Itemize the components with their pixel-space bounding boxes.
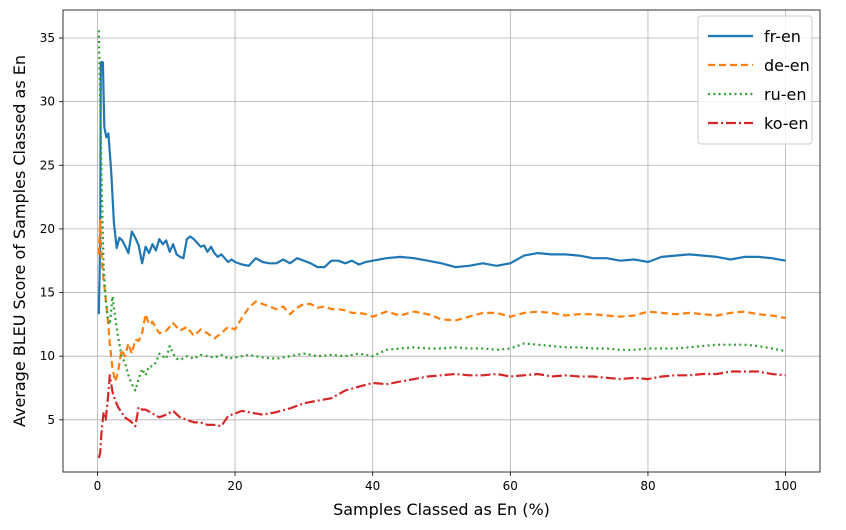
- x-tick-label: 60: [503, 479, 518, 493]
- series-line-fr-en: [97, 61, 786, 315]
- x-tick-label: 20: [227, 479, 242, 493]
- legend: fr-en de-en ru-en ko-en: [697, 15, 813, 145]
- series-line-de-en: [97, 218, 786, 383]
- x-axis-label: Samples Classed as En (%): [333, 500, 550, 519]
- legend-label-ru-en: ru-en: [764, 85, 806, 104]
- series-line-ko-en: [97, 370, 786, 459]
- y-tick-label: 25: [40, 158, 55, 172]
- ticks: 0 20 40 60 80 100 5 10 15 20 25 30 35: [40, 31, 797, 493]
- x-tick-label: 80: [640, 479, 655, 493]
- legend-box: [697, 15, 813, 145]
- y-tick-label: 10: [40, 349, 55, 363]
- legend-label-ko-en: ko-en: [764, 114, 809, 133]
- x-tick-label: 0: [94, 479, 102, 493]
- y-tick-label: 20: [40, 222, 55, 236]
- y-tick-label: 30: [40, 95, 55, 109]
- series-layer: [97, 30, 786, 459]
- legend-label-fr-en: fr-en: [764, 27, 801, 46]
- legend-label-de-en: de-en: [764, 56, 810, 75]
- series-line-ru-en: [97, 30, 786, 392]
- x-tick-label: 100: [774, 479, 797, 493]
- x-tick-label: 40: [365, 479, 380, 493]
- y-axis-label: Average BLEU Score of Samples Classed as…: [10, 55, 29, 427]
- y-tick-label: 35: [40, 31, 55, 45]
- y-tick-label: 15: [40, 286, 55, 300]
- y-tick-label: 5: [47, 413, 55, 427]
- plot-frame: [62, 9, 821, 473]
